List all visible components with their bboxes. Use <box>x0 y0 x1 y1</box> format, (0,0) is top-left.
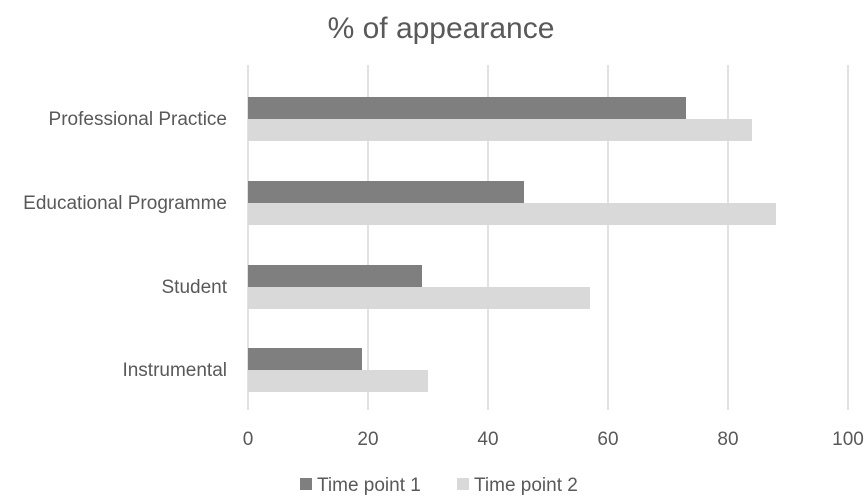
legend-swatch <box>300 478 312 490</box>
bar-2-educational-programme <box>248 203 776 225</box>
bar-1-instrumental <box>248 348 362 370</box>
x-tick-label: 60 <box>597 429 618 450</box>
x-tick-label: 20 <box>357 429 378 450</box>
category-labels: Professional Practice Educational Program… <box>23 109 228 381</box>
bar-1-educational-programme <box>248 181 524 203</box>
legend-label: Time point 1 <box>317 475 421 496</box>
category-label: Professional Practice <box>49 109 227 130</box>
x-tick-label: 80 <box>717 429 738 450</box>
bar-1-student <box>248 265 422 287</box>
legend: Time point 1 Time point 2 <box>300 475 578 496</box>
category-label: Instrumental <box>122 360 227 381</box>
x-tick-label: 0 <box>243 429 254 450</box>
bar-2-professional-practice <box>248 119 752 141</box>
x-tick-label: 40 <box>477 429 498 450</box>
bar-2-instrumental <box>248 370 428 392</box>
bars <box>248 97 776 392</box>
chart-title: % of appearance <box>328 12 555 45</box>
legend-swatch <box>457 478 469 490</box>
category-label: Student <box>162 277 228 298</box>
x-axis-tick-labels: 0 20 40 60 80 100 <box>243 429 864 450</box>
legend-label: Time point 2 <box>474 475 578 496</box>
bar-2-student <box>248 287 590 309</box>
bar-1-professional-practice <box>248 97 686 119</box>
category-label: Educational Programme <box>23 193 227 214</box>
x-tick-label: 100 <box>832 429 864 450</box>
